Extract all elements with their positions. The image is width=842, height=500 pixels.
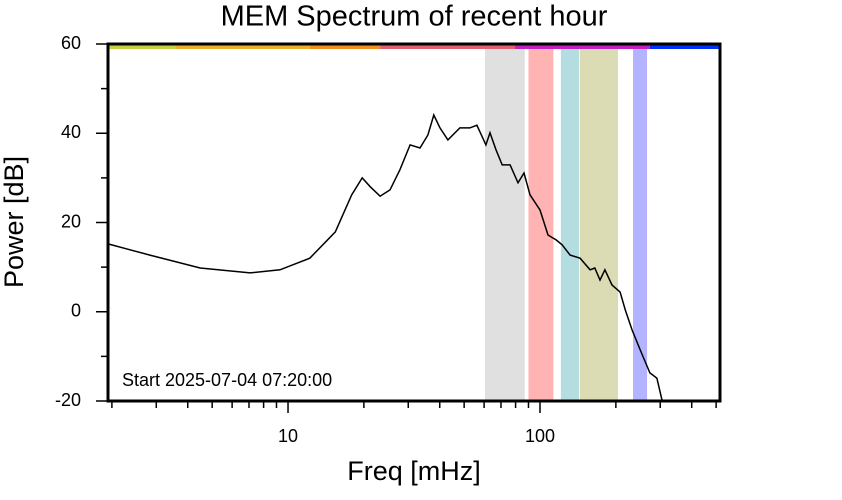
x-tick-label: 10 — [278, 426, 298, 446]
x-axis-label: Freq [mHz] — [347, 456, 481, 486]
top-color-bar — [108, 45, 176, 49]
y-tick-label: 0 — [71, 301, 81, 321]
frequency-band — [485, 44, 525, 401]
top-color-bar — [515, 45, 650, 49]
spectrum-line — [107, 112, 663, 401]
y-tick-label: 40 — [61, 122, 81, 142]
y-tick-label: -20 — [55, 390, 81, 410]
top-color-bar — [380, 45, 516, 49]
frequency-band — [528, 44, 554, 401]
frequency-band — [633, 44, 648, 401]
annotation: Start 2025-07-04 07:20:00 — [122, 370, 332, 390]
y-tick-label: 20 — [61, 211, 81, 231]
frequency-band — [579, 44, 619, 401]
y-axis-label: Power [dB] — [0, 156, 29, 288]
top-color-bar — [649, 45, 720, 49]
chart-title: MEM Spectrum of recent hour — [221, 1, 608, 33]
x-tick-label: 100 — [525, 426, 555, 446]
plot-frame — [106, 42, 722, 403]
top-color-bar — [309, 45, 381, 49]
y-tick-label: 60 — [61, 33, 81, 53]
top-color-bar — [175, 45, 310, 49]
frequency-band — [560, 44, 580, 401]
